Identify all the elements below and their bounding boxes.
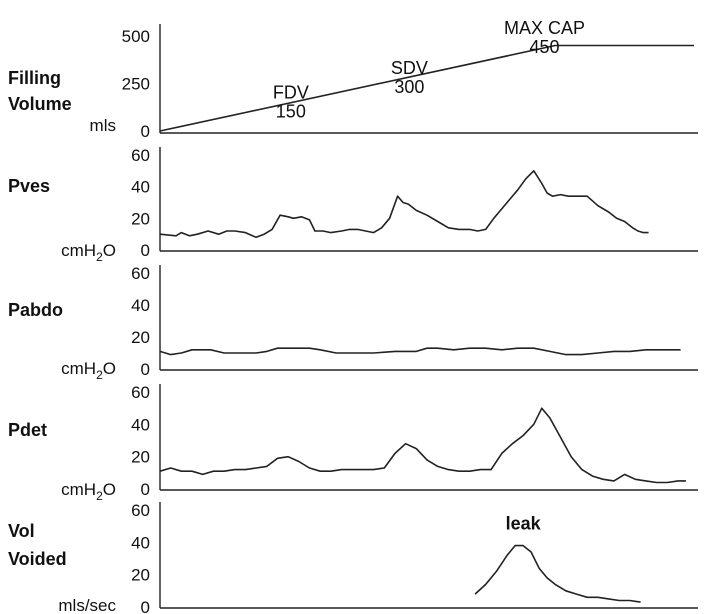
y-tick-label-4-1: 20 xyxy=(131,566,150,585)
y-tick-label-3-3: 60 xyxy=(131,383,150,402)
annotation-4-0: leak xyxy=(506,513,542,533)
panel-label-0-0: Filling xyxy=(8,68,61,88)
annotation-0-5: 450 xyxy=(529,37,559,57)
annotation-0-1: 150 xyxy=(276,102,306,122)
series-line-4-0 xyxy=(474,544,641,603)
panel-label-0-1: Volume xyxy=(8,94,72,114)
panel-label-4-1: Voided xyxy=(8,549,67,569)
y-tick-label-0-2: 500 xyxy=(122,27,150,46)
y-tick-label-2-0: 0 xyxy=(141,360,150,379)
unit-label-3: cmH2O xyxy=(61,480,116,503)
y-tick-label-3-2: 40 xyxy=(131,415,150,434)
series-line-1-0 xyxy=(159,170,649,239)
y-tick-label-1-2: 40 xyxy=(131,178,150,197)
y-tick-label-4-3: 60 xyxy=(131,501,150,520)
y-tick-label-0-0: 0 xyxy=(141,122,150,141)
y-tick-label-1-3: 60 xyxy=(131,146,150,165)
y-tick-label-1-1: 20 xyxy=(131,209,150,228)
series-line-3-0 xyxy=(159,407,686,484)
annotation-0-4: MAX CAP xyxy=(504,18,585,38)
unit-label-4: mls/sec xyxy=(58,596,116,614)
y-tick-label-2-3: 60 xyxy=(131,264,150,283)
y-tick-label-4-2: 40 xyxy=(131,533,150,552)
series-line-2-0 xyxy=(159,347,681,356)
annotation-0-2: SDV xyxy=(391,58,428,78)
unit-label-2: cmH2O xyxy=(61,359,116,382)
y-tick-label-0-1: 250 xyxy=(122,75,150,94)
panel-label-2-0: Pabdo xyxy=(8,300,63,320)
unit-label-1: cmH2O xyxy=(61,241,116,264)
panel-label-3-0: Pdet xyxy=(8,420,47,440)
y-tick-label-2-1: 20 xyxy=(131,328,150,347)
y-tick-label-3-1: 20 xyxy=(131,448,150,467)
annotation-0-0: FDV xyxy=(273,83,309,103)
y-tick-label-4-0: 0 xyxy=(141,598,150,614)
annotation-0-3: 300 xyxy=(394,77,424,97)
unit-label-0: mls xyxy=(90,116,116,135)
y-tick-label-2-2: 40 xyxy=(131,296,150,315)
series-line-0-0 xyxy=(159,44,694,132)
panel-label-4-0: Vol xyxy=(8,521,35,541)
y-tick-label-1-0: 0 xyxy=(141,241,150,260)
panel-label-1-0: Pves xyxy=(8,176,50,196)
y-tick-label-3-0: 0 xyxy=(141,480,150,499)
